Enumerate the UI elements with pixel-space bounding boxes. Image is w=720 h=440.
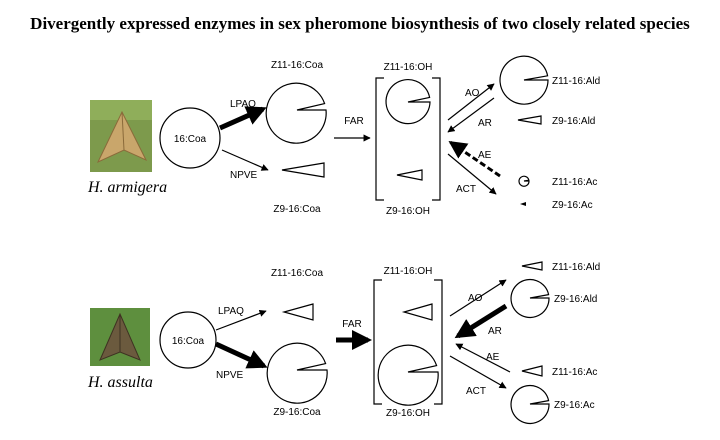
- figure-title: Divergently expressed enzymes in sex phe…: [30, 14, 690, 33]
- lpaq-arrow: [218, 106, 267, 131]
- z11-oh-label: Z11-16:OH: [384, 62, 433, 73]
- oh-bracket-left-top: [375, 77, 384, 201]
- z11-ac-label-top: Z11-16:Ac: [552, 177, 597, 188]
- precursor-label: 16:Coa: [174, 134, 207, 145]
- z11-coa-label-bottom: Z11-16:Coa: [271, 268, 324, 279]
- ar-arrow-bottom: [454, 303, 508, 339]
- z9-oh-label: Z9-16:OH: [386, 206, 430, 217]
- lpaq-label-bottom: LPAQ: [218, 306, 244, 317]
- oh-bracket-right-top: [432, 77, 441, 201]
- act-label-top: ACT: [456, 184, 476, 195]
- z9-ac-label-bottom: Z9-16:Ac: [554, 400, 595, 411]
- ao-label-top: AO: [465, 88, 480, 99]
- far-label-bottom: FAR: [342, 319, 361, 330]
- ao-arrow-top: [447, 83, 495, 121]
- oh-bracket-left-bottom: [373, 279, 382, 405]
- ae-label-bottom: AE: [486, 352, 500, 363]
- z9-oh-label-bottom: Z9-16:OH: [386, 408, 430, 419]
- z11-ald-label-bottom: Z11-16:Ald: [552, 262, 600, 273]
- npve-label: NPVE: [230, 170, 258, 181]
- precursor-label-bottom: 16:Coa: [172, 336, 205, 347]
- z9-coa-wedge: [281, 162, 325, 178]
- moth-photo-armigera: [90, 100, 152, 172]
- ao-label-bottom: AO: [468, 293, 483, 304]
- z11-ac-label-bottom: Z11-16:Ac: [552, 367, 597, 378]
- lpaq-label: LPAQ: [230, 99, 256, 110]
- z9-ac-pie-bottom: [510, 384, 550, 425]
- species-name-assulta: H. assulta: [87, 374, 153, 391]
- z11-coa-label: Z11-16:Coa: [271, 60, 324, 71]
- z11-ald-wedge-bottom: [521, 261, 543, 271]
- precursor-circle: [159, 107, 221, 169]
- z9-ald-label-bottom: Z9-16:Ald: [554, 294, 597, 305]
- ar-label-top: AR: [478, 118, 492, 129]
- z11-oh-pie: [385, 78, 431, 125]
- act-arrow-top: [447, 153, 497, 195]
- moth-photo-assulta: [90, 308, 150, 366]
- z9-coa-label-bottom: Z9-16:Coa: [273, 407, 321, 418]
- z9-oh-wedge: [396, 169, 423, 181]
- z9-oh-pie-bottom: [377, 344, 439, 406]
- z9-ac-wedge-top: [520, 202, 526, 206]
- act-label-bottom: ACT: [466, 386, 486, 397]
- panel-armigera: H. armigera 16:Coa LPAQ NPVE Z11-16:Coa …: [87, 55, 600, 217]
- z11-ac-wedge-bottom: [521, 365, 543, 377]
- z11-coa-pie: [265, 82, 327, 144]
- npve-arrow: [221, 149, 269, 171]
- z9-ac-label-top: Z9-16:Ac: [552, 200, 593, 211]
- z11-ald-label-top: Z11-16:Ald: [552, 76, 600, 87]
- far-label-top: FAR: [344, 116, 363, 127]
- npve-label-bottom: NPVE: [216, 370, 244, 381]
- ae-label-top: AE: [478, 150, 492, 161]
- z11-coa-wedge-bottom: [281, 303, 314, 321]
- z11-ac-pie-top: [518, 175, 530, 187]
- npve-arrow-bottom: [214, 341, 268, 369]
- z9-coa-label: Z9-16:Coa: [273, 204, 321, 215]
- z11-ald-pie-top: [499, 55, 549, 105]
- lpaq-arrow-bottom: [215, 309, 267, 331]
- z11-oh-wedge-bottom: [401, 303, 433, 321]
- oh-bracket-right-bottom: [434, 279, 443, 405]
- z9-coa-pie-bottom: [266, 342, 328, 404]
- act-arrow-bottom: [449, 355, 507, 389]
- z9-ald-wedge-top: [517, 115, 542, 125]
- ar-label-bottom: AR: [488, 326, 502, 337]
- z11-oh-label-bottom: Z11-16:OH: [384, 266, 433, 277]
- ar-arrow-top: [447, 97, 495, 133]
- precursor-circle-bottom: [159, 311, 217, 369]
- z9-ald-label-top: Z9-16:Ald: [552, 116, 595, 127]
- ae-arrow-bottom: [455, 343, 511, 373]
- ae-arrow-top: [448, 140, 501, 178]
- species-name-armigera: H. armigera: [87, 179, 167, 196]
- z9-ald-pie-bottom: [510, 278, 550, 319]
- panel-assulta: H. assulta 16:Coa LPAQ NPVE Z11-16:Coa Z…: [87, 261, 600, 425]
- ao-arrow-bottom: [449, 279, 507, 317]
